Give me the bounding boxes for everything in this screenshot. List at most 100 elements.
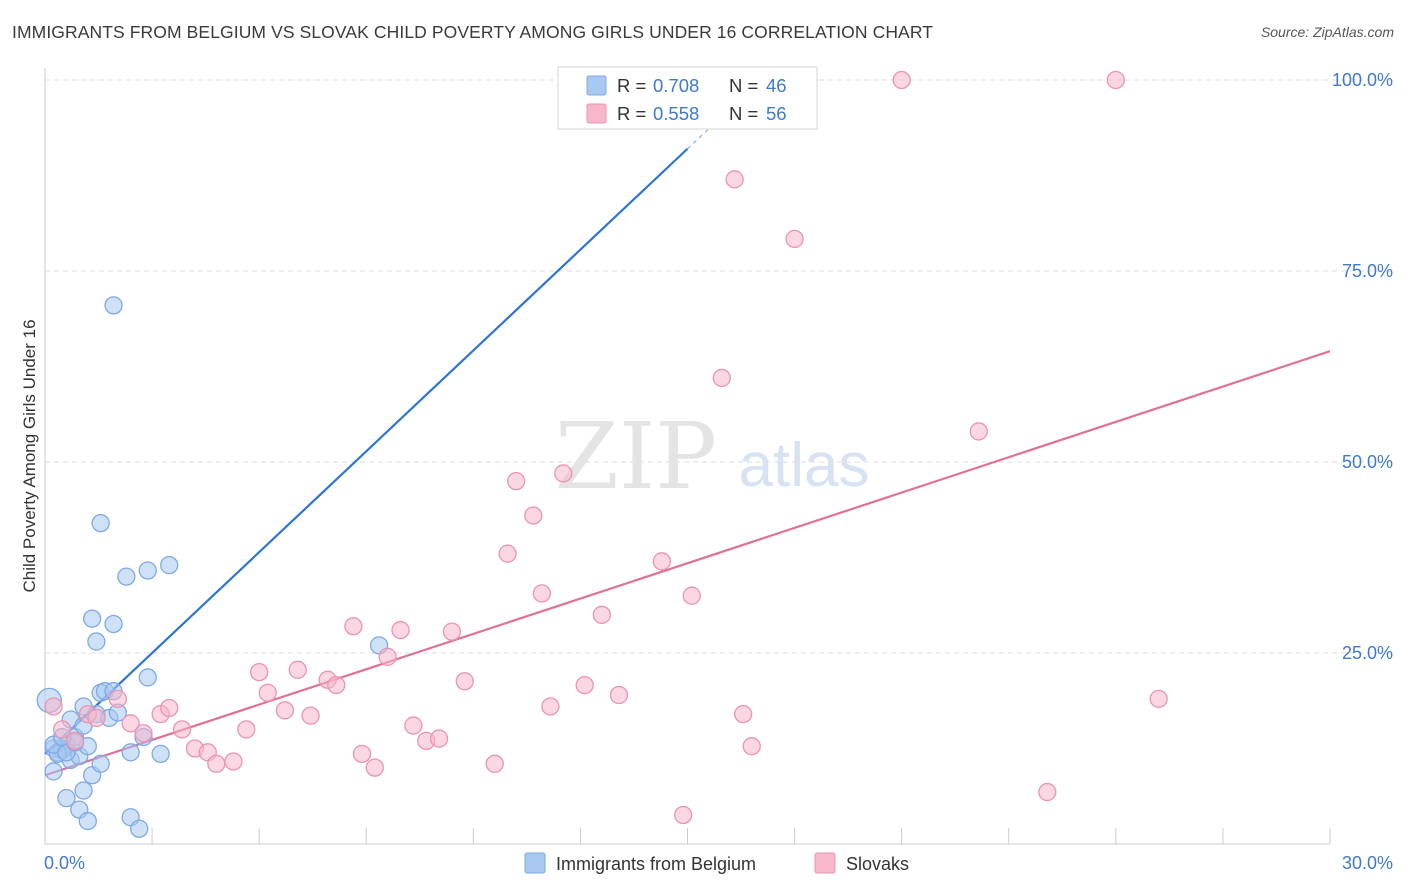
point-slovaks xyxy=(674,805,693,825)
point-slovaks xyxy=(250,662,269,682)
chart-title: IMMIGRANTS FROM BELGIUM VS SLOVAK CHILD … xyxy=(12,22,934,42)
point-slovaks xyxy=(275,701,295,720)
point-belgium xyxy=(138,668,157,687)
point-slovaks xyxy=(725,170,744,189)
point-slovaks xyxy=(652,552,671,571)
point-slovaks xyxy=(391,620,410,640)
point-slovaks xyxy=(485,754,504,773)
point-slovaks xyxy=(532,584,552,603)
point-slovaks xyxy=(592,605,611,624)
series-legend-label-belgium: Immigrants from Belgium xyxy=(556,854,756,874)
point-belgium xyxy=(117,567,136,586)
point-slovaks xyxy=(1038,782,1057,802)
point-slovaks xyxy=(44,697,63,716)
y-tick-label: 50.0% xyxy=(1342,452,1393,472)
point-slovaks xyxy=(742,737,761,756)
trend-line-slovaks xyxy=(44,350,1331,777)
point-slovaks xyxy=(172,720,192,739)
legend-swatch-blue xyxy=(586,75,607,96)
point-belgium xyxy=(78,811,97,831)
series-legend-label-slovaks: Slovaks xyxy=(846,854,909,874)
point-slovaks xyxy=(429,729,449,748)
series-legend: Immigrants from Belgium Slovaks xyxy=(524,852,909,874)
point-belgium xyxy=(104,296,123,315)
point-belgium xyxy=(82,609,102,628)
x-tick-label: 0.0% xyxy=(44,853,85,873)
point-slovaks xyxy=(327,675,346,695)
point-slovaks xyxy=(224,752,243,771)
point-slovaks xyxy=(352,744,372,763)
tick-labels: 25.0% 50.0% 75.0% 100.0% 0.0% 30.0% xyxy=(44,70,1393,873)
legend-r-label-1: R = xyxy=(617,75,646,96)
watermark: ZIP atlas xyxy=(555,403,870,510)
legend-n-value-2: 56 xyxy=(766,103,787,124)
point-slovaks xyxy=(1106,70,1125,90)
point-slovaks xyxy=(498,544,517,563)
point-slovaks xyxy=(207,754,226,773)
point-belgium xyxy=(151,744,170,763)
legend-n-value-1: 46 xyxy=(766,75,787,96)
point-slovaks xyxy=(609,685,629,705)
point-belgium xyxy=(91,513,110,533)
point-slovaks xyxy=(160,698,179,718)
point-slovaks xyxy=(785,229,804,249)
point-slovaks xyxy=(301,706,320,725)
series-legend-swatch-belgium xyxy=(524,852,546,874)
legend-n-label-2: N = xyxy=(729,103,758,124)
point-slovaks xyxy=(108,689,127,708)
point-slovaks xyxy=(378,647,397,666)
point-slovaks xyxy=(712,368,731,388)
point-slovaks xyxy=(575,675,594,695)
point-belgium xyxy=(121,743,140,762)
grid-lines xyxy=(45,79,1393,654)
point-slovaks xyxy=(365,758,384,777)
data-points xyxy=(36,70,1168,838)
legend-r-value-2: 0.558 xyxy=(653,103,699,124)
point-slovaks xyxy=(455,672,474,691)
point-belgium xyxy=(160,555,179,575)
y-axis-label: Child Poverty Among Girls Under 16 xyxy=(20,319,39,592)
point-belgium xyxy=(57,789,76,808)
point-slovaks xyxy=(344,617,363,636)
series-legend-swatch-slovaks xyxy=(814,852,836,874)
watermark-zip: ZIP xyxy=(555,403,717,510)
point-slovaks xyxy=(442,622,462,641)
chart-source: Source: ZipAtlas.com xyxy=(1260,24,1394,40)
point-slovaks xyxy=(65,731,85,751)
point-belgium xyxy=(91,754,110,773)
point-slovaks xyxy=(892,70,911,90)
legend-r-value-1: 0.708 xyxy=(653,75,699,96)
legend-r-label-2: R = xyxy=(617,103,646,124)
point-slovaks xyxy=(237,720,256,739)
point-belgium xyxy=(138,561,157,580)
point-slovaks xyxy=(288,660,307,679)
point-slovaks xyxy=(524,506,543,525)
legend-n-label-1: N = xyxy=(729,75,758,96)
point-belgium xyxy=(44,762,63,781)
y-tick-label: 100.0% xyxy=(1332,70,1393,90)
point-slovaks xyxy=(134,724,153,743)
point-belgium xyxy=(104,614,123,634)
point-slovaks xyxy=(258,683,277,702)
point-slovaks xyxy=(121,714,140,733)
x-tick-label: 30.0% xyxy=(1342,853,1393,873)
point-slovaks xyxy=(734,704,753,724)
y-tick-label: 25.0% xyxy=(1342,643,1393,663)
point-slovaks xyxy=(554,464,573,483)
point-slovaks xyxy=(87,708,106,728)
point-belgium xyxy=(74,781,93,800)
point-slovaks xyxy=(52,720,72,739)
axes xyxy=(44,68,1331,845)
point-belgium xyxy=(87,632,106,651)
trend-line-belgium xyxy=(44,147,689,755)
point-slovaks xyxy=(1149,689,1168,708)
point-slovaks xyxy=(541,697,560,716)
point-slovaks xyxy=(404,716,423,735)
y-tick-label: 75.0% xyxy=(1342,261,1393,281)
point-slovaks xyxy=(969,422,988,441)
correlation-legend: R = 0.708 N = 46 R = 0.558 N = 56 xyxy=(557,66,818,130)
point-slovaks xyxy=(507,471,526,491)
legend-swatch-pink xyxy=(586,103,607,124)
point-slovaks xyxy=(682,586,701,605)
